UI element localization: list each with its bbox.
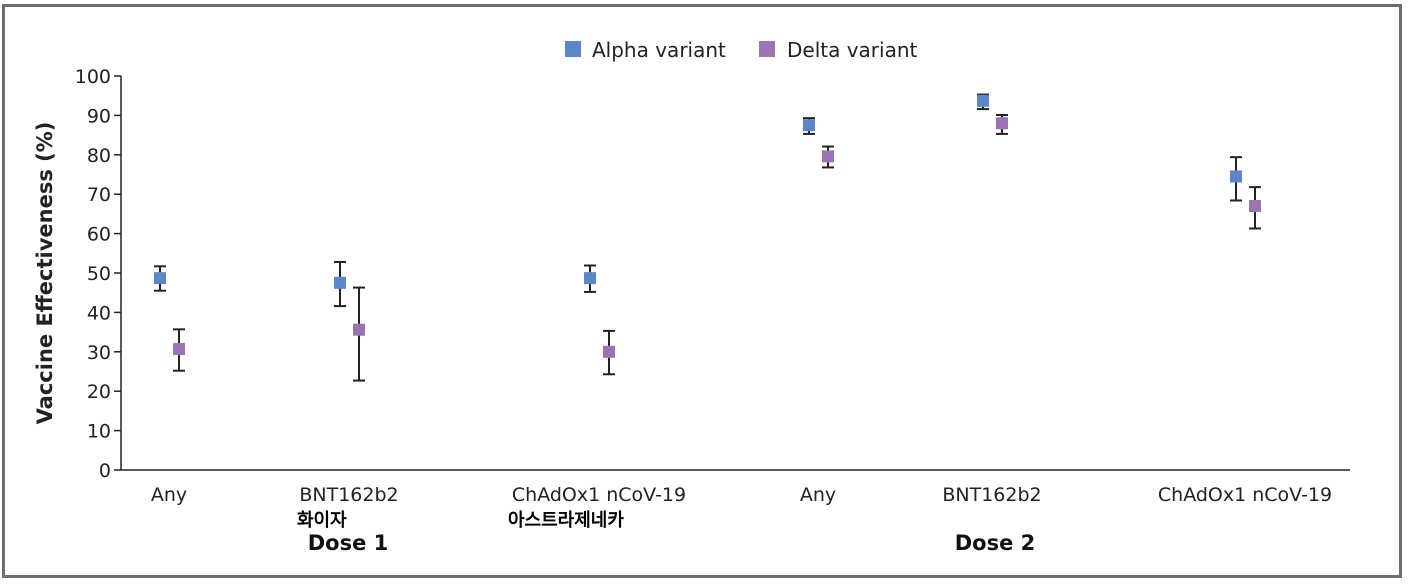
y-tick-label: 50 <box>87 263 111 285</box>
y-tick-label: 90 <box>87 105 111 127</box>
delta-point <box>996 117 1008 130</box>
legend-label-alpha: Alpha variant <box>592 38 726 62</box>
delta-point <box>822 150 834 163</box>
alpha-point <box>154 272 166 285</box>
x-tick-label: Any <box>151 484 187 506</box>
delta-point <box>1249 200 1261 213</box>
category-note: 아스트라제네카 <box>508 510 624 531</box>
y-tick-label: 100 <box>75 66 111 88</box>
delta-point <box>603 345 615 358</box>
y-tick-label: 80 <box>87 145 111 167</box>
alpha-point <box>803 119 815 132</box>
legend-label-delta: Delta variant <box>787 38 918 62</box>
y-tick-label: 60 <box>87 224 111 246</box>
x-tick-label: BNT162b2 <box>942 484 1041 506</box>
x-tick-label: Any <box>800 484 836 506</box>
y-axis-label: Vaccine Effectiveness (%) <box>33 122 57 425</box>
y-tick-label: 0 <box>99 460 111 482</box>
alpha-point <box>584 272 596 285</box>
legend-swatch-delta <box>759 41 775 57</box>
group-label: Dose 1 <box>308 531 389 555</box>
x-tick-label: ChAdOx1 nCoV-19 <box>1158 484 1332 506</box>
x-tick-label: BNT162b2 <box>299 484 398 506</box>
y-tick-label: 40 <box>87 302 111 324</box>
chart-frame <box>2 4 1402 578</box>
group-label: Dose 2 <box>955 531 1036 555</box>
alpha-point <box>977 94 989 107</box>
legend-swatch-alpha <box>565 41 581 57</box>
x-tick-label: ChAdOx1 nCoV-19 <box>512 484 686 506</box>
y-tick-label: 70 <box>87 184 111 206</box>
data-points <box>154 93 1261 382</box>
alpha-point <box>1230 170 1242 183</box>
y-tick-label: 20 <box>87 381 111 403</box>
y-tick-label: 30 <box>87 342 111 364</box>
alpha-point <box>334 276 346 289</box>
axes: 0 10 20 30 40 50 60 70 80 90 100 <box>75 66 1350 482</box>
category-note: 화이자 <box>297 510 347 531</box>
legend: Alpha variant Delta variant <box>565 38 918 62</box>
delta-point <box>173 343 185 356</box>
y-tick-label: 10 <box>87 421 111 443</box>
delta-point <box>353 323 365 336</box>
x-axis-labels: Any BNT162b2 화이자 ChAdOx1 nCoV-19 아스트라제네카 Any B… <box>151 484 1332 555</box>
